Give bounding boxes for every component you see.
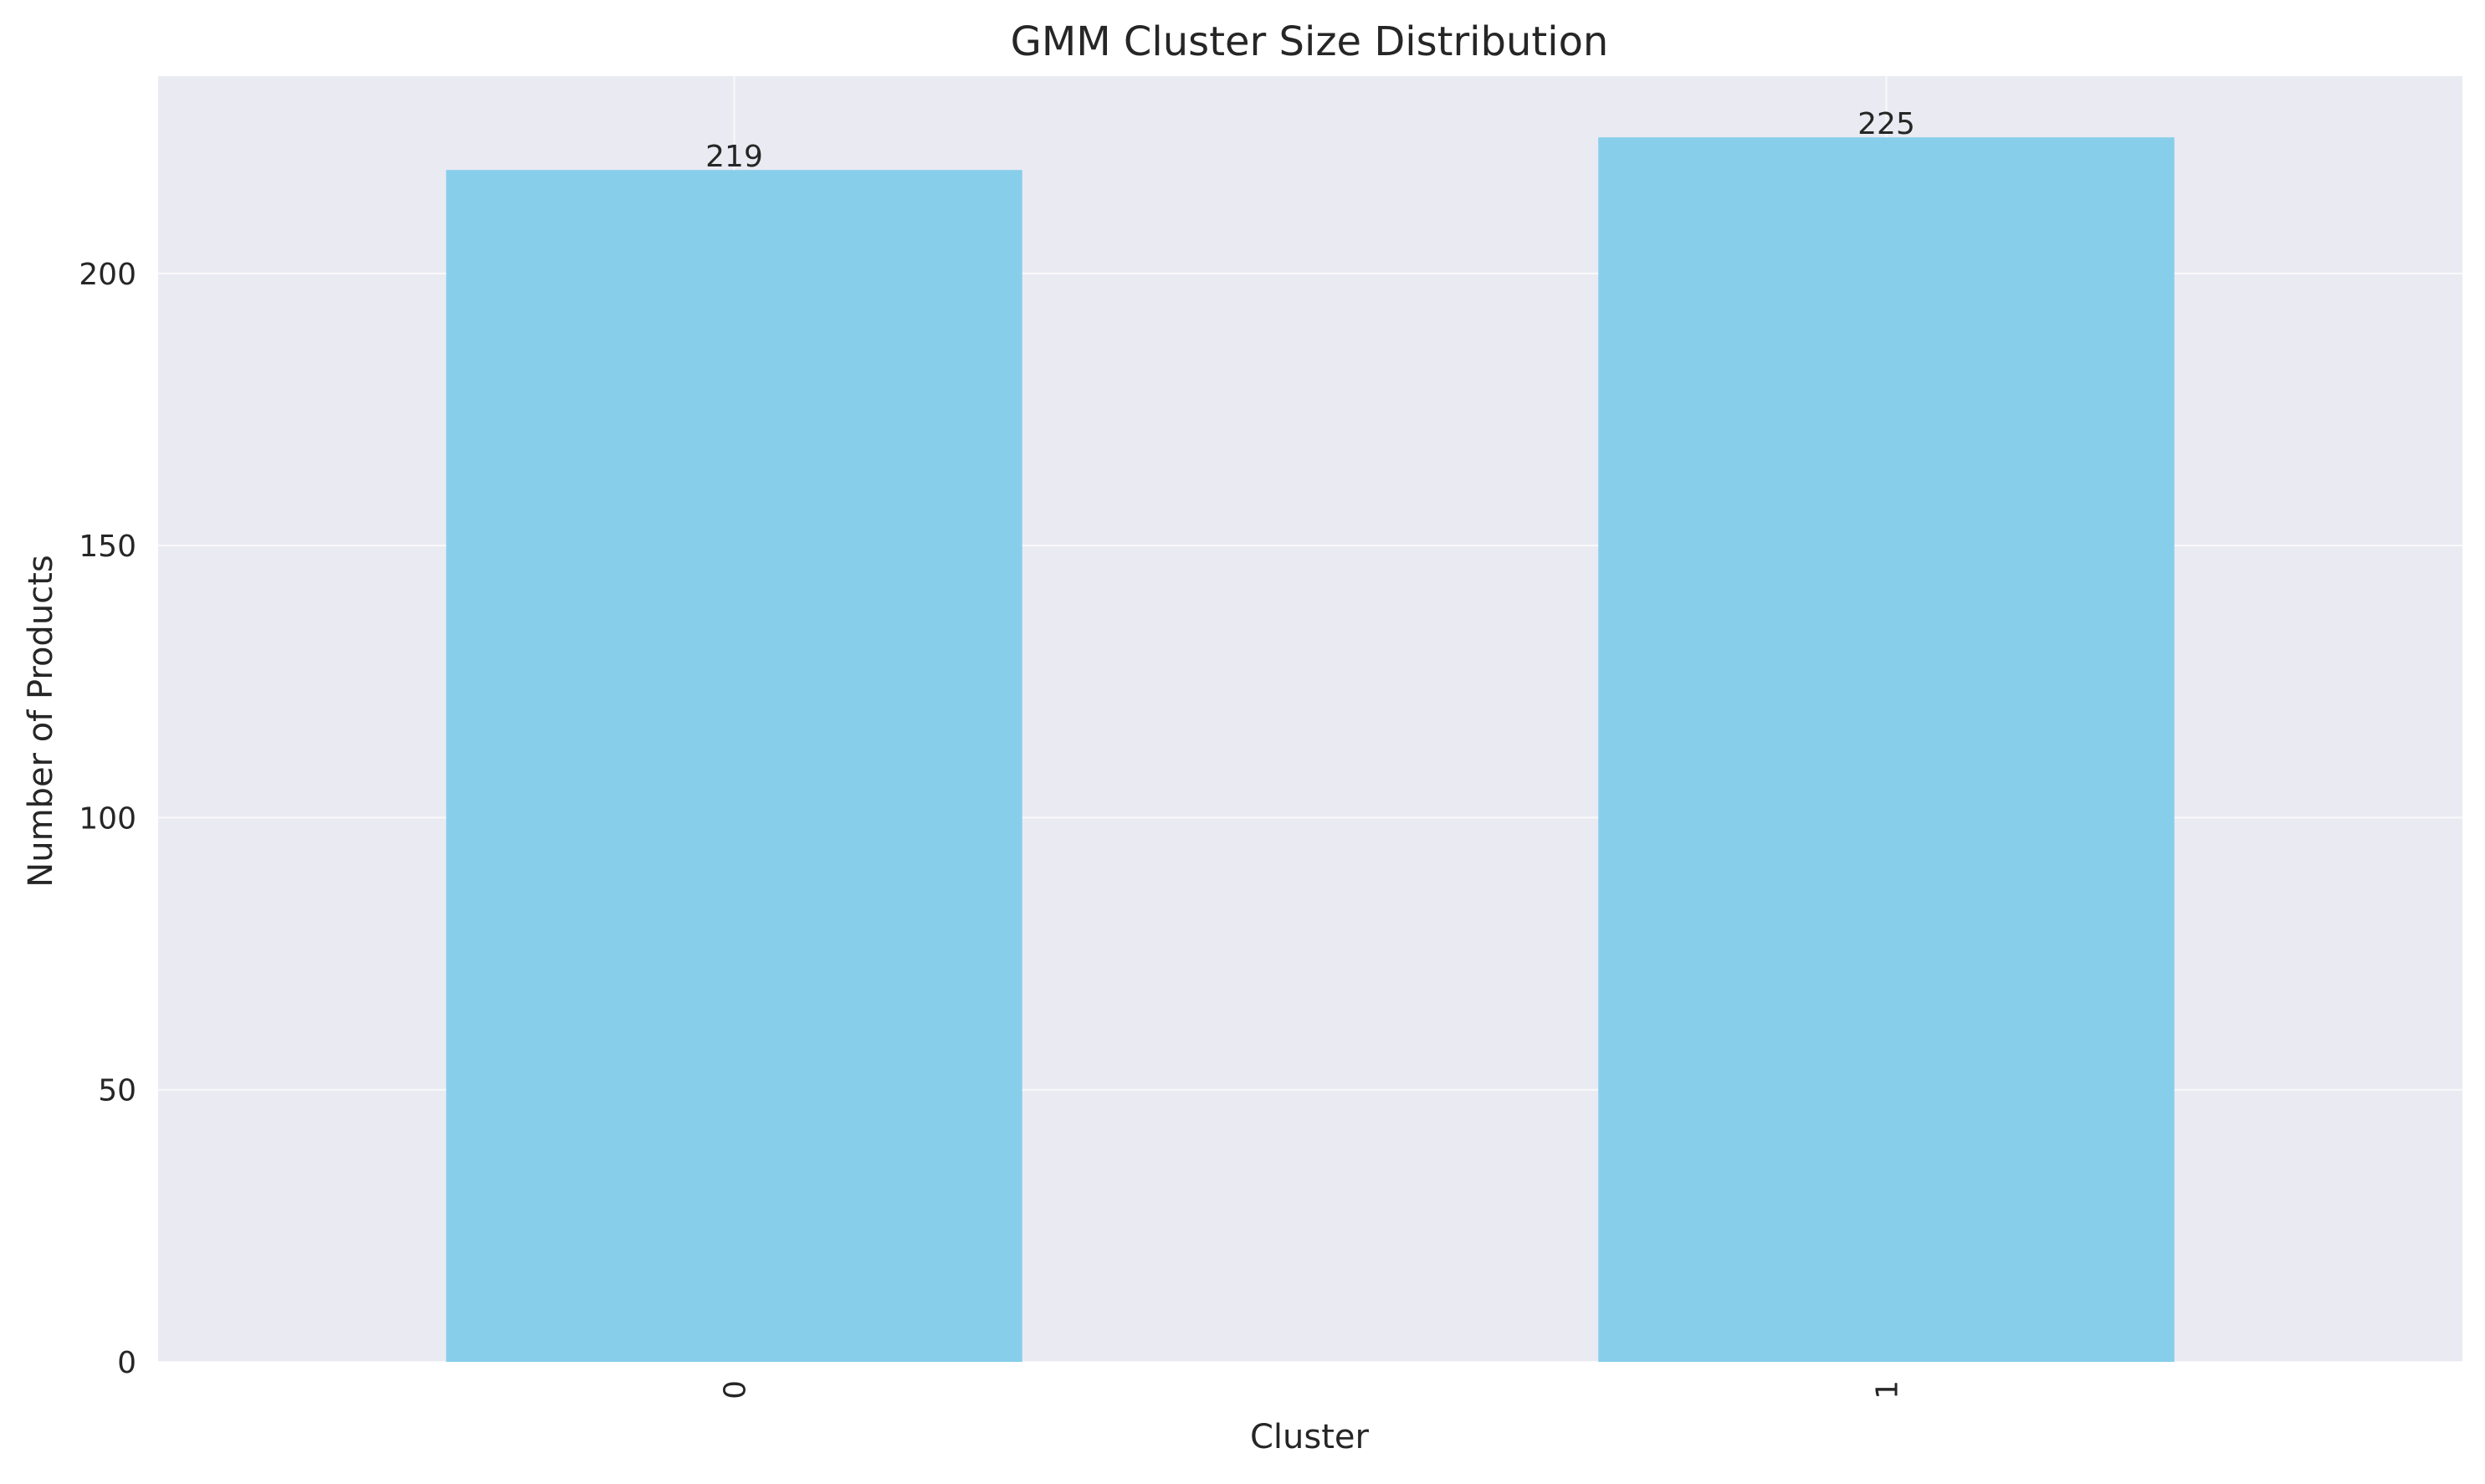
y-tick-label: 50: [98, 1074, 136, 1108]
x-tick-label: 0: [719, 1380, 753, 1400]
y-tick-label: 100: [79, 801, 136, 836]
bar-cluster-0: [446, 170, 1022, 1363]
bar-cluster-1: [1598, 137, 2175, 1363]
bar-value-label: 225: [1857, 107, 1915, 141]
bars: [446, 137, 2175, 1363]
y-axis-label: Number of Products: [22, 555, 60, 887]
y-axis-ticks: 0 50 100 150 200: [79, 258, 136, 1380]
x-tick-label: 1: [1871, 1380, 1905, 1400]
y-tick-label: 150: [79, 530, 136, 564]
chart-title: GMM Cluster Size Distribution: [1011, 18, 1609, 65]
data-labels: 219 225: [705, 107, 1915, 174]
y-tick-label: 0: [117, 1346, 136, 1380]
y-tick-label: 200: [79, 258, 136, 292]
x-axis-label: Cluster: [1250, 1418, 1370, 1456]
bar-value-label: 219: [705, 140, 763, 174]
